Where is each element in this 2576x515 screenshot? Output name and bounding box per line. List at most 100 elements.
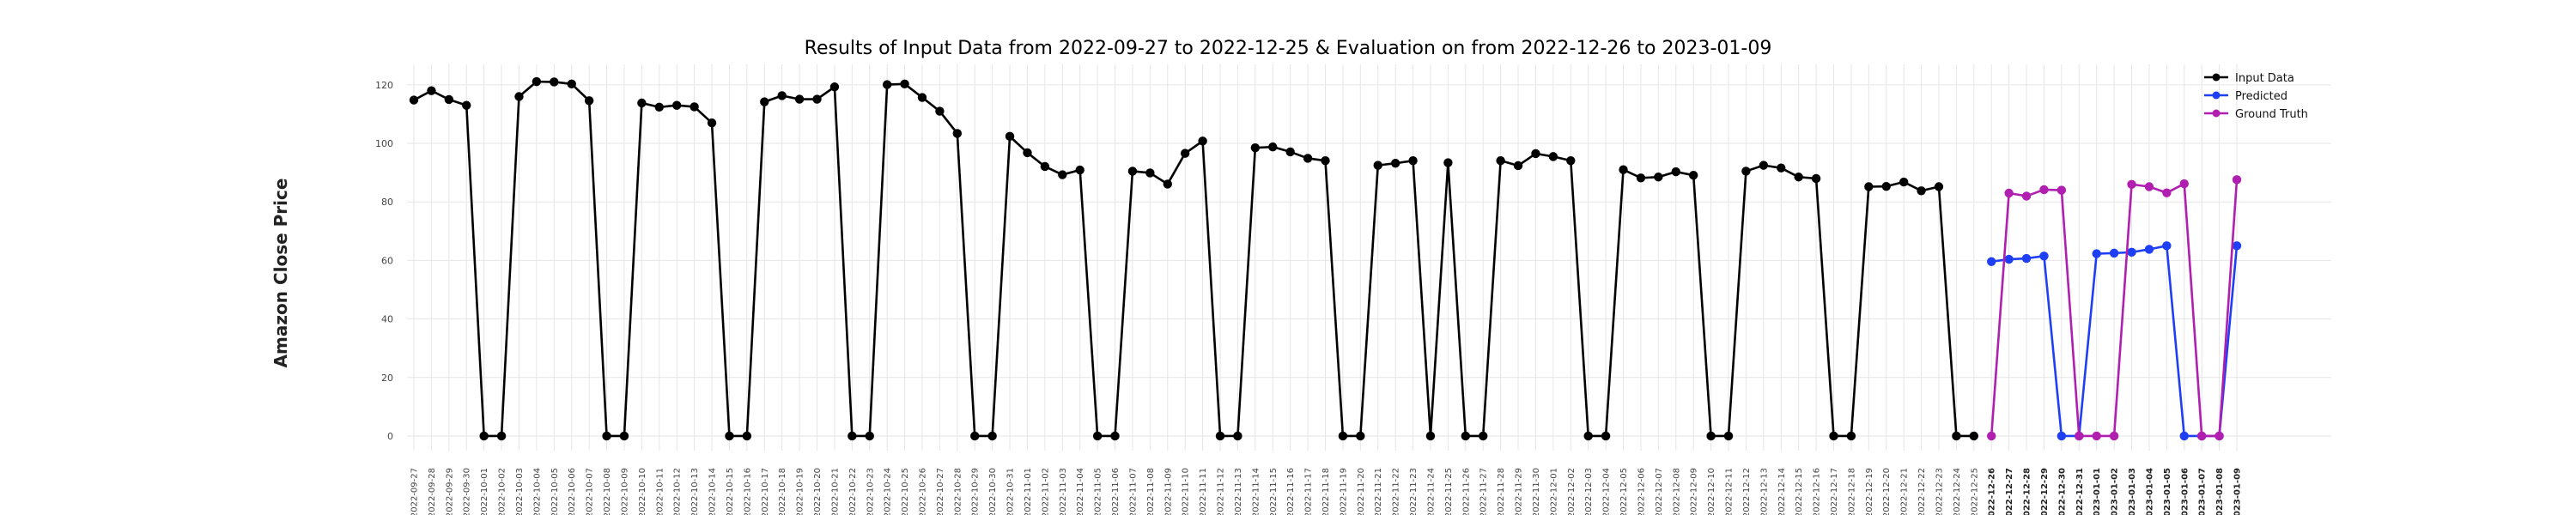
x-tick-label: 2023-01-05	[2163, 468, 2172, 515]
data-point-predicted	[2004, 254, 2014, 264]
x-tick-label: 2022-10-11	[655, 468, 665, 515]
data-point-input-data	[952, 129, 963, 138]
x-tick-label: 2022-11-28	[1497, 468, 1506, 515]
data-point-predicted	[2162, 241, 2172, 251]
data-point-input-data	[1408, 155, 1418, 166]
data-point-input-data	[1741, 167, 1751, 176]
x-tick-label: 2023-01-07	[2198, 468, 2208, 515]
x-tick-label: 2022-12-16	[1813, 468, 1822, 515]
data-point-ground-truth	[2092, 431, 2101, 441]
x-tick-label: 2022-11-12	[1217, 468, 1226, 515]
data-point-predicted	[2127, 247, 2136, 258]
x-tick-label: 2022-12-28	[2023, 468, 2032, 515]
data-point-input-data	[1163, 179, 1172, 189]
x-tick-label: 2022-10-01	[480, 468, 489, 515]
x-tick-label: 2022-10-10	[638, 468, 647, 515]
x-tick-label: 2023-01-06	[2180, 468, 2190, 515]
x-tick-label: 2022-12-25	[1970, 468, 1979, 515]
data-point-input-data	[1127, 167, 1138, 176]
x-tick-label: 2022-12-24	[1953, 468, 1962, 515]
data-point-input-data	[444, 94, 454, 105]
data-point-ground-truth	[2232, 175, 2242, 185]
x-tick-label: 2022-12-15	[1795, 468, 1804, 515]
data-point-input-data	[987, 431, 997, 441]
x-tick-label: 2022-10-05	[550, 468, 560, 515]
data-point-input-data	[1443, 158, 1453, 167]
x-tick-label: 2023-01-08	[2215, 468, 2225, 515]
x-tick-label: 2022-10-13	[690, 468, 700, 515]
data-point-input-data	[1881, 181, 1891, 191]
x-tick-label: 2022-09-29	[445, 468, 454, 515]
data-point-input-data	[1864, 182, 1874, 191]
x-tick-label: 2022-11-11	[1199, 468, 1208, 515]
data-point-ground-truth	[2021, 191, 2032, 201]
chart-title: Results of Input Data from 2022-09-27 to…	[805, 38, 1772, 59]
series-line-input-data	[413, 80, 1974, 438]
data-point-input-data	[917, 93, 927, 102]
data-point-input-data	[1023, 148, 1032, 158]
data-point-input-data	[584, 96, 594, 106]
x-tick-label: 2022-11-22	[1392, 468, 1401, 515]
x-tick-label: 2022-10-28	[953, 468, 963, 515]
x-tick-label: 2022-10-20	[813, 468, 823, 515]
x-tick-label: 2022-12-29	[2040, 468, 2050, 515]
data-point-input-data	[1373, 161, 1382, 170]
data-point-input-data	[1321, 155, 1330, 166]
data-point-input-data	[1215, 431, 1225, 441]
x-tick-label: 2022-12-22	[1917, 468, 1927, 515]
data-point-input-data	[1092, 431, 1103, 441]
legend-label-ground-truth: Ground Truth	[2235, 108, 2308, 121]
data-point-input-data	[794, 94, 805, 104]
data-point-input-data	[1496, 155, 1505, 166]
data-point-ground-truth	[2057, 185, 2067, 195]
data-point-input-data	[777, 91, 787, 100]
data-point-input-data	[1777, 163, 1786, 173]
x-tick-label: 2022-10-02	[498, 468, 507, 515]
x-tick-label: 2022-11-09	[1163, 468, 1173, 515]
x-tick-label: 2023-01-04	[2145, 468, 2154, 515]
x-tick-label: 2022-11-04	[1076, 468, 1085, 515]
data-point-predicted	[2057, 431, 2067, 441]
data-point-input-data	[760, 97, 769, 106]
x-tick-label: 2022-12-06	[1637, 468, 1646, 515]
data-point-input-data	[1706, 431, 1716, 441]
x-tick-label: 2022-12-27	[2005, 468, 2014, 515]
x-tick-label: 2022-12-08	[1672, 468, 1681, 515]
data-point-input-data	[1198, 136, 1207, 146]
x-tick-label: 2022-10-31	[1006, 468, 1016, 515]
data-point-input-data	[1759, 161, 1769, 170]
x-tick-label: 2022-12-19	[1865, 468, 1874, 515]
data-point-ground-truth	[2075, 431, 2084, 441]
x-tick-label: 2022-11-05	[1094, 468, 1103, 515]
x-tick-label: 2022-10-22	[848, 468, 858, 515]
x-tick-label: 2022-10-26	[918, 468, 927, 515]
data-point-ground-truth	[2179, 179, 2189, 189]
data-point-predicted	[2179, 431, 2189, 441]
series-layer	[409, 76, 2242, 441]
data-point-predicted	[2021, 253, 2032, 264]
x-tick-label: 2022-10-17	[761, 468, 770, 515]
data-point-input-data	[900, 79, 909, 89]
data-point-input-data	[935, 106, 945, 116]
x-tick-label: 2022-12-05	[1619, 468, 1629, 515]
data-point-ground-truth	[2039, 185, 2049, 195]
legend-label-input-data: Input Data	[2235, 72, 2294, 85]
data-point-input-data	[1513, 161, 1523, 171]
x-tick-label: 2022-11-26	[1461, 468, 1471, 515]
data-point-input-data	[479, 431, 489, 441]
x-tick-label: 2022-11-08	[1146, 468, 1156, 515]
x-tick-label: 2022-10-15	[726, 468, 735, 515]
data-point-input-data	[742, 431, 752, 441]
x-tick-label: 2022-11-13	[1234, 468, 1243, 515]
x-tick-label: 2022-12-30	[2057, 468, 2067, 515]
x-tick-label: 2022-10-14	[708, 468, 718, 515]
data-point-input-data	[1285, 147, 1295, 157]
x-tick-label: 2022-10-24	[884, 468, 893, 515]
data-point-input-data	[427, 86, 436, 95]
legend-marker-input-data	[2212, 73, 2221, 82]
data-point-input-data	[1180, 148, 1190, 158]
legend-marker-ground-truth	[2212, 109, 2221, 118]
x-tick-label: 2022-11-23	[1409, 468, 1419, 515]
data-point-input-data	[1723, 431, 1734, 441]
